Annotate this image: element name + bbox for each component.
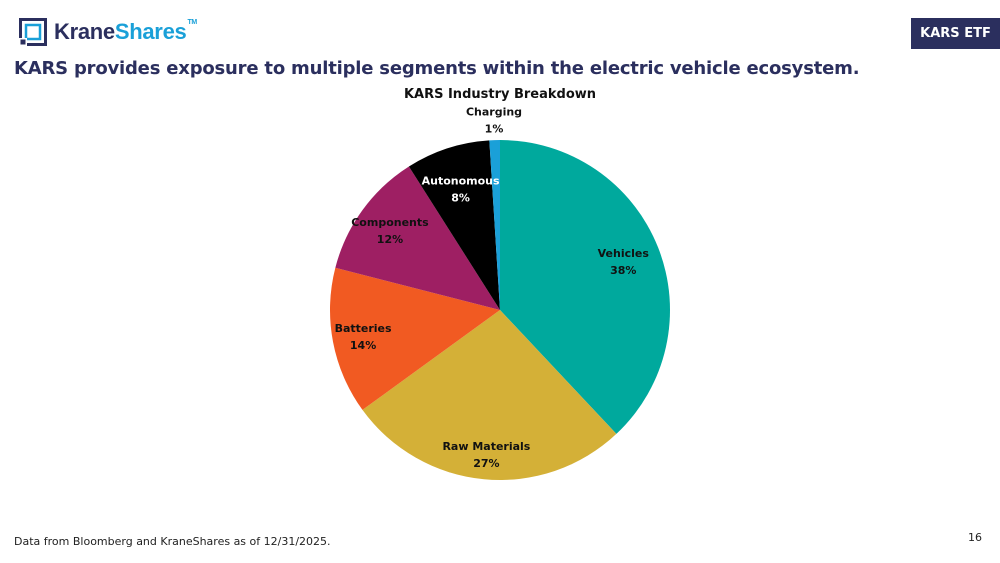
- logo-wordmark: KraneSharesTM: [54, 19, 197, 45]
- kraneshares-logo-icon: [19, 18, 47, 46]
- fund-badge: KARS ETF: [911, 18, 1000, 49]
- logo-text-krane: Krane: [54, 19, 115, 44]
- slice-label-autonomous: Autonomous: [422, 175, 500, 188]
- slice-label-components: Components: [351, 216, 429, 229]
- pie-slice-autonomous: [408, 140, 500, 310]
- chart-title: KARS Industry Breakdown: [404, 87, 596, 102]
- slice-value-charging: 1%: [485, 123, 504, 136]
- slice-value-vehicles: 38%: [610, 264, 636, 277]
- pie-slice-components: [335, 166, 500, 310]
- slice-label-raw-materials: Raw Materials: [442, 440, 530, 453]
- slice-value-components: 12%: [377, 233, 403, 246]
- pie-slice-vehicles: [500, 140, 670, 434]
- slice-value-batteries: 14%: [350, 339, 376, 352]
- source-footnote: Data from Bloomberg and KraneShares as o…: [14, 535, 331, 548]
- slice-value-raw-materials: 27%: [473, 457, 499, 470]
- logo-trademark: TM: [187, 19, 197, 26]
- pie-labels: Vehicles 38% Raw Materials 27% Batteries 14% C…: [335, 106, 650, 470]
- slice-label-batteries: Batteries: [335, 322, 392, 335]
- slice-value-autonomous: 8%: [451, 192, 470, 205]
- logo-text-shares: Shares: [114, 19, 187, 44]
- pie-slice-batteries: [330, 267, 500, 410]
- pie-slice-charging: [489, 140, 500, 310]
- page-number: 16: [968, 531, 982, 544]
- page-headline: KARS provides exposure to multiple segme…: [14, 58, 860, 79]
- kraneshares-logo: KraneSharesTM: [19, 18, 197, 46]
- slice-label-charging: Charging: [466, 106, 522, 119]
- pie-slice-raw-materials: [362, 310, 617, 480]
- pie-slices: [330, 140, 670, 480]
- slice-label-vehicles: Vehicles: [598, 247, 650, 260]
